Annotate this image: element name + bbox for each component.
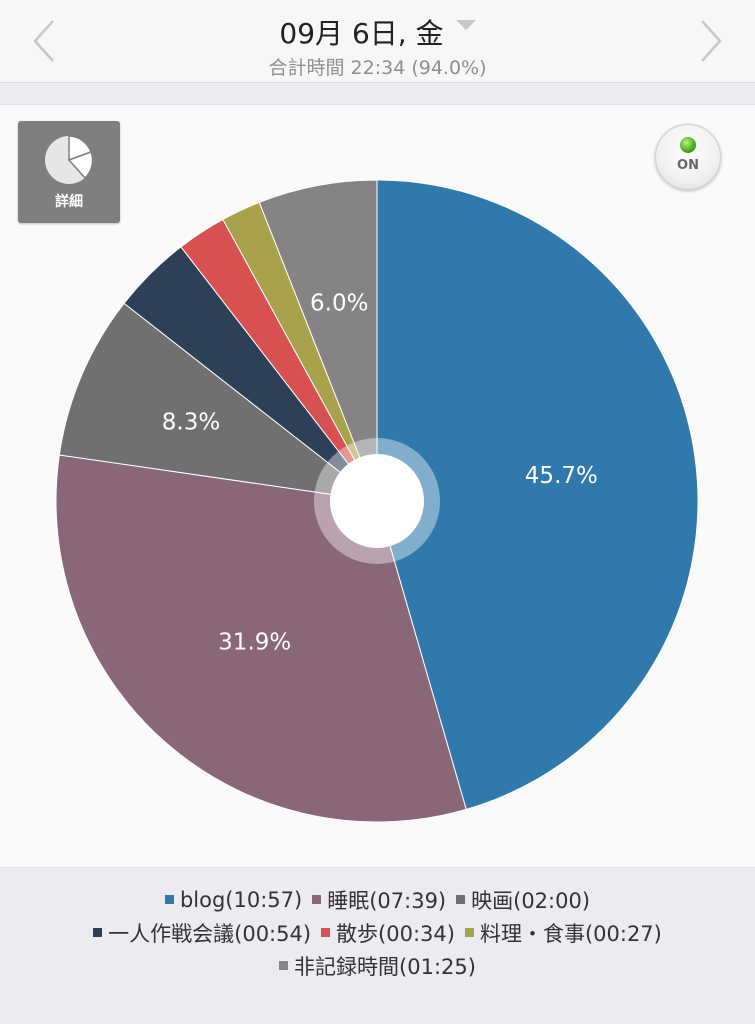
legend-row: 一人作戦会議(00:54) 散歩(00:34) 料理・食事(00:27) xyxy=(0,916,755,949)
legend-swatch xyxy=(321,928,331,937)
detail-button-label: 詳細 xyxy=(55,194,83,210)
legend-item: 映画(02:00) xyxy=(456,885,590,915)
pie-chart-icon xyxy=(45,135,94,184)
legend-item: blog(10:57) xyxy=(164,887,303,912)
date-title[interactable]: 09月 6日, 金 xyxy=(0,12,755,52)
toggle-label: ON xyxy=(677,158,699,173)
pie-slice[interactable] xyxy=(376,179,699,810)
pie-chart[interactable]: 45.7% 31.9% 8.3% 6.0% xyxy=(0,105,755,867)
dropdown-caret-icon xyxy=(455,20,476,30)
legend-item: 非記録時間(01:25) xyxy=(279,951,476,981)
legend-swatch xyxy=(312,895,322,904)
on-toggle-button[interactable]: ON xyxy=(655,124,721,190)
legend-label: 散歩(00:34) xyxy=(336,921,455,946)
legend-row: blog(10:57) 睡眠(07:39) 映画(02:00) xyxy=(0,883,755,916)
legend-label: blog(10:57) xyxy=(179,887,303,912)
date-header: 09月 6日, 金 合計時間 22:34 (94.0%) xyxy=(0,0,755,83)
pie-slice[interactable] xyxy=(258,179,378,502)
previous-day-button[interactable] xyxy=(24,14,64,68)
chart-area: 45.7% 31.9% 8.3% 6.0% 詳細 ON xyxy=(0,104,755,868)
center-hole xyxy=(330,454,424,548)
slice-label: 45.7% xyxy=(525,463,598,489)
date-title-text: 09月 6日, 金 xyxy=(279,17,444,50)
legend-swatch xyxy=(464,928,474,937)
legend-swatch xyxy=(456,895,466,904)
pie-slice[interactable] xyxy=(55,454,467,823)
legend-label: 映画(02:00) xyxy=(471,888,591,913)
chevron-left-icon xyxy=(33,20,54,62)
legend-swatch xyxy=(279,961,289,970)
legend-item: 料理・食事(00:27) xyxy=(464,918,662,948)
chevron-right-icon xyxy=(701,20,722,62)
slice-label: 8.3% xyxy=(162,410,220,436)
chart-legend: blog(10:57) 睡眠(07:39) 映画(02:00) 一人作戦会議(00:5… xyxy=(0,883,755,982)
legend-label: 睡眠(07:39) xyxy=(327,888,447,913)
legend-swatch xyxy=(164,895,174,904)
legend-label: 非記録時間(01:25) xyxy=(294,954,476,979)
total-time-summary: 合計時間 22:34 (94.0%) xyxy=(268,57,487,79)
legend-item: 一人作戦会議(00:54) xyxy=(93,918,311,948)
legend-label: 料理・食事(00:27) xyxy=(479,921,662,946)
pie-slice[interactable] xyxy=(58,302,379,502)
slice-label: 31.9% xyxy=(218,629,291,655)
next-day-button[interactable] xyxy=(691,14,731,68)
legend-item: 睡眠(07:39) xyxy=(312,885,446,915)
legend-label: 一人作戦会議(00:54) xyxy=(108,921,312,946)
legend-row: 非記録時間(01:25) xyxy=(0,949,755,982)
status-light-icon xyxy=(680,137,696,153)
detail-button[interactable]: 詳細 xyxy=(18,121,120,223)
slice-label: 6.0% xyxy=(310,290,368,316)
legend-swatch xyxy=(93,928,103,937)
legend-item: 散歩(00:34) xyxy=(321,918,455,948)
